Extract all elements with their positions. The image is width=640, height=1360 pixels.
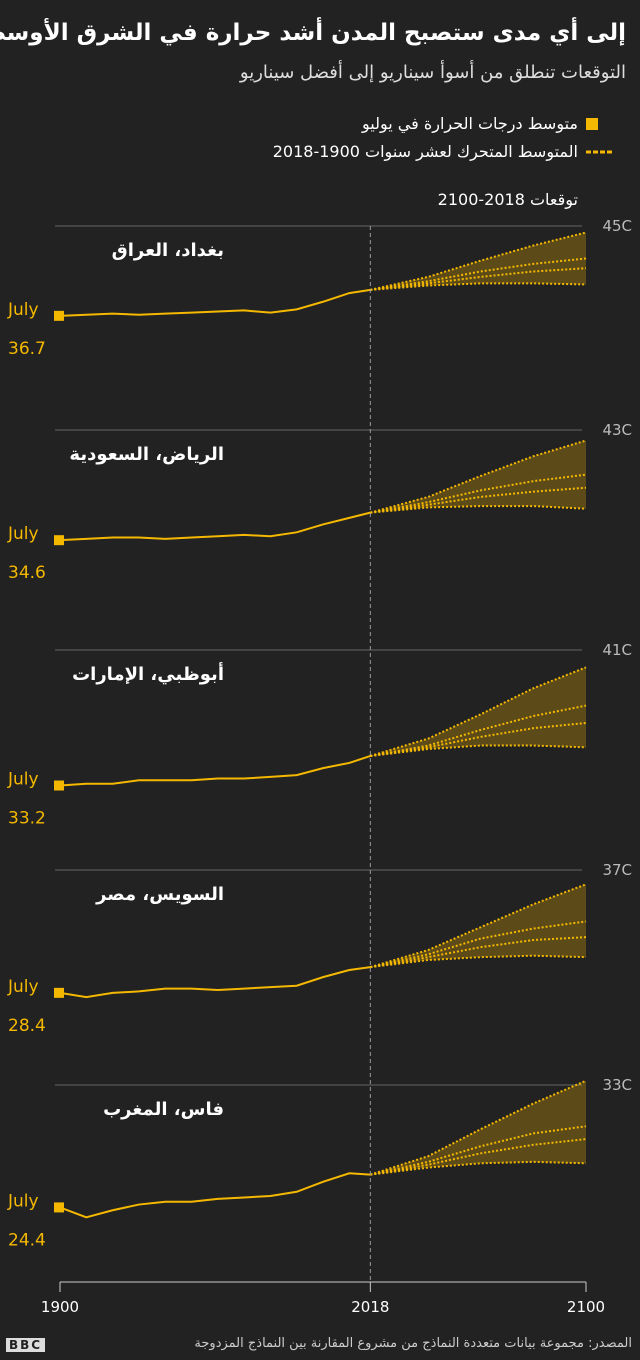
start-label: July	[7, 1191, 39, 1211]
start-value: 28.4	[8, 1016, 46, 1036]
projection-line	[370, 439, 587, 514]
moving-average-line	[59, 288, 371, 317]
logo: BBC	[6, 1338, 46, 1352]
start-marker	[54, 987, 64, 998]
projection-line	[370, 473, 587, 514]
start-marker	[54, 310, 64, 321]
moving-average-line	[59, 755, 371, 787]
projection-line	[370, 936, 587, 969]
legend-line: المتوسط المتحرك لعشر سنوات 1900-2018	[272, 142, 578, 161]
start-value: 33.2	[8, 809, 46, 829]
x-tick-label: 2100	[567, 1298, 605, 1316]
start-value: 34.6	[8, 563, 46, 583]
projection-line	[370, 505, 587, 514]
start-marker	[54, 535, 64, 546]
legend-points: متوسط درجات الحرارة في يوليو	[362, 114, 578, 133]
start-label: July	[7, 300, 39, 320]
source: المصدر: مجموعة بيانات متعددة النماذج من …	[194, 1336, 632, 1351]
projection-line	[370, 920, 587, 969]
projection-range	[370, 440, 586, 513]
projection-line	[370, 1160, 587, 1176]
panel-title: أبوظبي، الإمارات	[72, 662, 224, 685]
moving-average-line	[59, 511, 371, 542]
legend-swatch	[586, 118, 598, 130]
y-tick-label: 41C	[602, 641, 632, 659]
panel-title: بغداد، العراق	[112, 240, 224, 261]
projection-line	[370, 267, 587, 291]
projection-line	[370, 1138, 587, 1176]
x-tick-label: 1900	[41, 1298, 79, 1316]
start-value: 36.7	[8, 339, 46, 359]
y-tick-label: 43C	[602, 421, 632, 439]
start-value: 24.4	[8, 1230, 46, 1250]
panel-title: السويس، مصر	[95, 884, 224, 905]
projection-range	[370, 667, 586, 756]
start-label: July	[7, 524, 39, 544]
projection-line	[370, 954, 587, 969]
projection-line	[370, 744, 587, 757]
projection-line	[370, 1079, 587, 1176]
start-marker	[54, 1202, 64, 1213]
subtitle: التوقعات تنطلق من أسوأ سيناريو إلى أفضل …	[239, 62, 626, 83]
projection-line	[370, 666, 587, 757]
start-label: July	[7, 770, 39, 790]
moving-average-line	[59, 966, 371, 999]
x-tick-label: 2018	[351, 1298, 389, 1316]
projection-line	[370, 1125, 587, 1176]
projection-label: توقعات 2018-2100	[437, 190, 578, 209]
chart: 45C بغداد، العراق July 36.7 43C الرياض، السعو…	[7, 118, 632, 1316]
start-marker	[54, 780, 64, 791]
y-tick-label: 45C	[602, 217, 632, 235]
moving-average-line	[59, 1172, 371, 1219]
y-tick-label: 37C	[602, 861, 632, 879]
start-label: July	[7, 977, 39, 997]
projection-line	[370, 721, 587, 757]
projection-line	[370, 282, 587, 291]
projection-line	[370, 883, 587, 969]
panel-title: الرياض، السعودية	[69, 444, 224, 465]
panel-title: فاس، المغرب	[103, 1099, 224, 1120]
title: إلى أي مدى ستصبح المدن أشد حرارة في الشر…	[0, 20, 626, 46]
y-tick-label: 33C	[602, 1076, 632, 1094]
projection-range	[370, 232, 586, 290]
projection-line	[370, 704, 587, 757]
